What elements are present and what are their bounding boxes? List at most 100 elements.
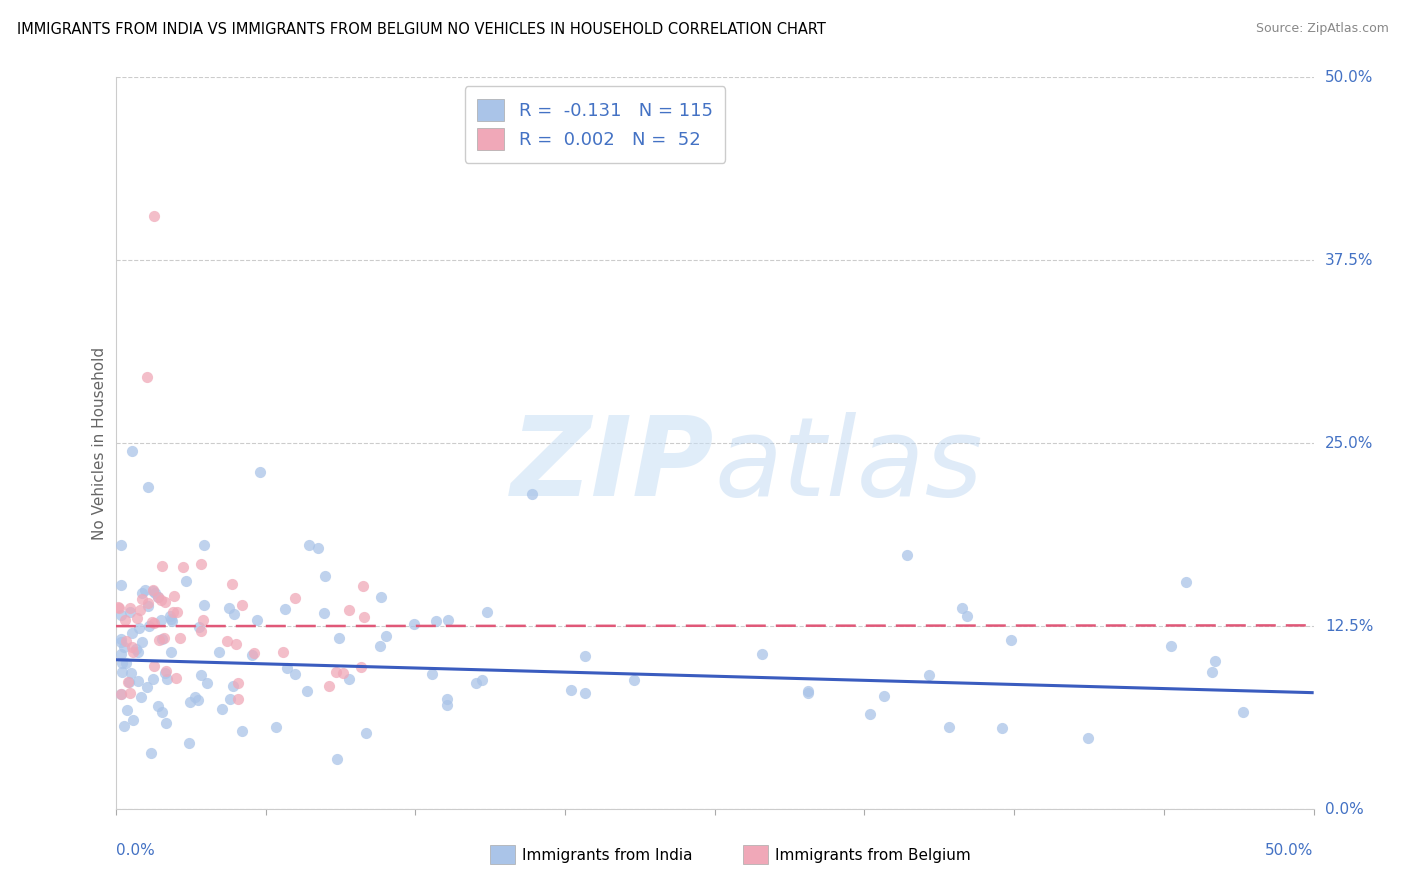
Point — [873, 689, 896, 703]
Point — [160, 645, 183, 659]
Point — [1204, 654, 1226, 668]
Point — [187, 692, 209, 706]
Point — [107, 600, 129, 615]
Point — [471, 673, 494, 688]
Point — [318, 679, 340, 693]
Point — [420, 667, 443, 681]
Point — [115, 702, 138, 716]
Point — [118, 600, 141, 615]
Point — [110, 647, 132, 661]
Point — [352, 579, 374, 593]
Point — [938, 720, 960, 734]
Point — [174, 574, 197, 588]
Point — [436, 614, 458, 628]
Point — [284, 666, 307, 681]
Point — [160, 614, 183, 628]
Point — [187, 620, 209, 634]
Point — [179, 695, 201, 709]
Point — [155, 595, 177, 609]
Point — [125, 611, 148, 625]
Point — [110, 632, 132, 646]
Point — [111, 656, 134, 670]
Point — [142, 582, 165, 597]
Point — [284, 591, 307, 605]
Point — [111, 665, 134, 680]
Point — [231, 723, 253, 738]
Point — [240, 648, 263, 662]
Text: 37.5%: 37.5% — [1324, 252, 1374, 268]
Point — [222, 680, 245, 694]
Point — [163, 589, 186, 603]
Point — [156, 672, 179, 686]
Point — [425, 614, 447, 628]
Point — [146, 590, 169, 604]
Point — [222, 607, 245, 622]
Point — [148, 591, 170, 605]
Point — [574, 686, 596, 700]
Point — [1000, 632, 1022, 647]
Point — [326, 751, 349, 765]
Point — [190, 624, 212, 639]
Point — [155, 664, 177, 678]
Point — [314, 569, 336, 583]
Point — [162, 606, 184, 620]
Point — [858, 706, 880, 721]
Point — [211, 702, 233, 716]
Point — [138, 619, 160, 633]
Point — [153, 631, 176, 645]
Point — [131, 634, 153, 648]
Point — [112, 719, 135, 733]
Point — [1201, 665, 1223, 679]
Point — [110, 538, 132, 552]
Point — [190, 557, 212, 571]
Point — [219, 691, 242, 706]
Point — [353, 609, 375, 624]
Point — [169, 631, 191, 645]
Point — [218, 600, 240, 615]
Point — [1232, 705, 1254, 719]
Point — [141, 615, 163, 629]
Point — [574, 648, 596, 663]
Point — [325, 665, 347, 679]
Point — [193, 538, 215, 552]
Point — [179, 736, 201, 750]
Point — [1175, 574, 1198, 589]
Text: Source: ZipAtlas.com: Source: ZipAtlas.com — [1256, 22, 1389, 36]
Point — [990, 721, 1012, 735]
Point — [121, 645, 143, 659]
Point — [128, 603, 150, 617]
Point — [143, 586, 166, 600]
Point — [148, 632, 170, 647]
Text: 25.0%: 25.0% — [1324, 435, 1374, 450]
Point — [215, 633, 238, 648]
Point — [138, 599, 160, 614]
Point — [142, 583, 165, 598]
Point — [183, 690, 205, 705]
Point — [465, 675, 488, 690]
Point — [131, 592, 153, 607]
Point — [231, 598, 253, 612]
Point — [107, 599, 129, 614]
Point — [436, 691, 458, 706]
Point — [160, 612, 183, 626]
Point — [121, 714, 143, 728]
Point — [149, 613, 172, 627]
Point — [149, 593, 172, 607]
Point — [1077, 731, 1099, 746]
Point — [207, 645, 229, 659]
Text: 12.5%: 12.5% — [1324, 619, 1374, 633]
Point — [221, 577, 243, 591]
Point — [136, 480, 159, 494]
Point — [131, 585, 153, 599]
Point — [150, 632, 173, 646]
Point — [1160, 640, 1182, 654]
Point — [127, 674, 149, 689]
Point — [796, 684, 818, 698]
Point — [475, 605, 498, 619]
Point — [950, 600, 973, 615]
Point — [131, 690, 153, 705]
Point — [136, 596, 159, 610]
Point — [142, 672, 165, 686]
Point — [274, 602, 297, 616]
Point — [142, 210, 165, 224]
